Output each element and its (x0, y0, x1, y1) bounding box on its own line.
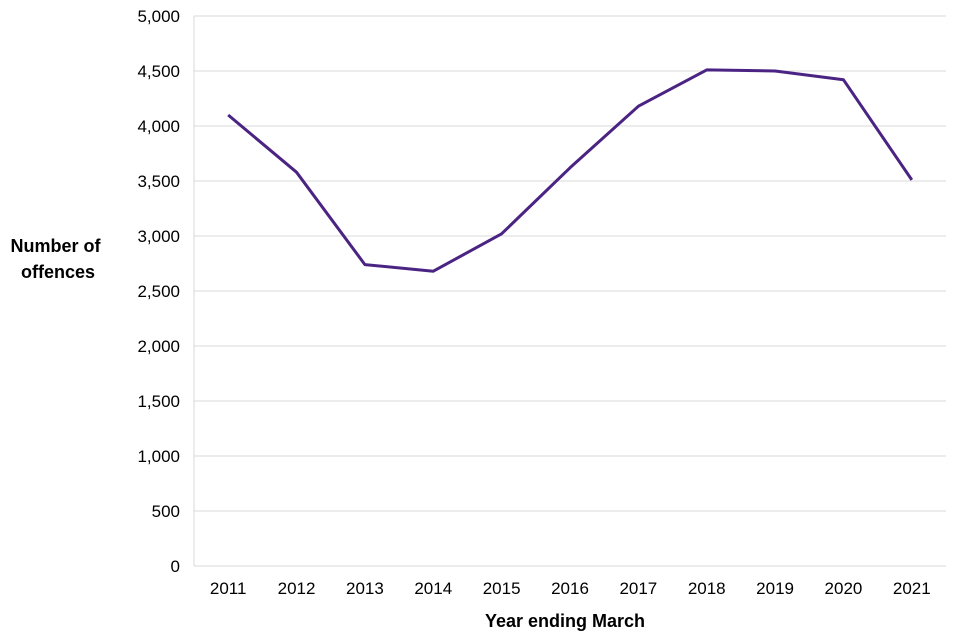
x-tick-labels: 2011 2012 2013 2014 2015 2016 2017 2018 2019 2020… (210, 579, 931, 598)
y-axis-title-line-2: offences (21, 262, 95, 282)
y-tick-label: 0 (171, 557, 180, 576)
y-tick-label: 2,000 (137, 337, 180, 356)
x-tick-label: 2018 (688, 579, 726, 598)
x-axis-title: Year ending March (485, 611, 645, 631)
y-tick-label: 4,500 (137, 62, 180, 81)
y-tick-labels: 0 500 1,000 1,500 2,000 2,500 3,000 3,500 4,000 4… (137, 7, 180, 576)
x-tick-label: 2014 (414, 579, 452, 598)
y-tick-label: 1,500 (137, 392, 180, 411)
x-tick-label: 2020 (825, 579, 863, 598)
y-axis-title-line-1: Number of (10, 236, 101, 256)
x-tick-label: 2021 (893, 579, 931, 598)
grid-lines (194, 15, 946, 512)
y-tick-label: 5,000 (137, 7, 180, 26)
y-tick-label: 3,000 (137, 227, 180, 246)
y-axis-title: Number of offences (10, 236, 105, 282)
y-tick-label: 4,000 (137, 117, 180, 136)
axes (193, 16, 946, 567)
y-tick-label: 3,500 (137, 172, 180, 191)
x-tick-label: 2012 (278, 579, 316, 598)
x-tick-label: 2019 (756, 579, 794, 598)
series (227, 68, 914, 273)
x-tick-label: 2016 (551, 579, 589, 598)
y-tick-label: 500 (152, 502, 180, 521)
y-tick-label: 2,500 (137, 282, 180, 301)
y-tick-label: 1,000 (137, 447, 180, 466)
x-tick-label: 2011 (210, 579, 247, 598)
series-line (227, 68, 914, 273)
x-tick-label: 2017 (619, 579, 657, 598)
x-tick-label: 2015 (483, 579, 521, 598)
x-tick-label: 2013 (346, 579, 384, 598)
